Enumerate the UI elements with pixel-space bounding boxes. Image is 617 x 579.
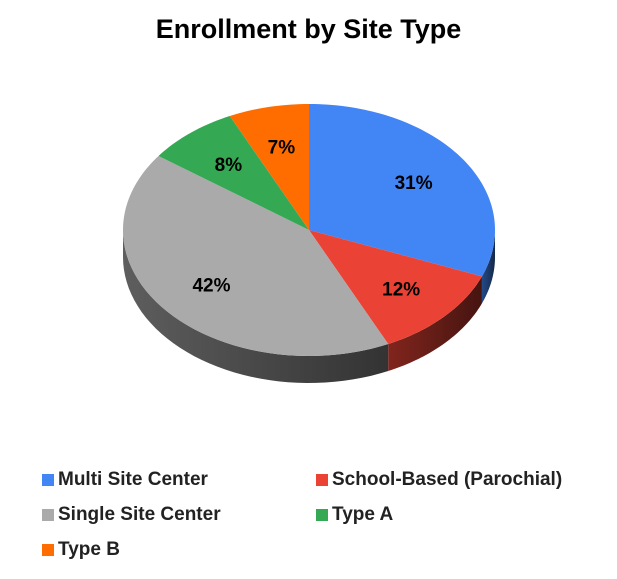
pie-slice-school-based-parochial-[interactable] xyxy=(309,230,482,345)
pie-slice-multi-site-center[interactable] xyxy=(309,104,495,277)
legend-label: Type B xyxy=(58,539,120,560)
legend-swatch xyxy=(42,474,54,486)
pie-top-layer xyxy=(123,104,495,356)
chart-title: Enrollment by Site Type xyxy=(155,14,462,44)
legend-swatch xyxy=(316,509,328,521)
pie-side-multi-site-center xyxy=(481,230,495,304)
legend-label: Multi Site Center xyxy=(58,469,208,490)
legend-label: Single Site Center xyxy=(58,504,221,525)
pie-depth-layer xyxy=(123,230,495,383)
slice-percent-label: 42% xyxy=(192,276,230,297)
slice-percent-label: 31% xyxy=(395,173,433,194)
legend-item[interactable]: Multi Site Center xyxy=(42,468,316,492)
slice-percent-label: 7% xyxy=(268,137,296,158)
chart-legend: Multi Site Center School-Based (Parochial… xyxy=(42,468,602,562)
pie-slice-single-site-center[interactable] xyxy=(123,155,389,356)
slice-percent-label: 8% xyxy=(215,155,243,176)
legend-item[interactable]: Type A xyxy=(316,503,586,527)
legend-item[interactable]: School-Based (Parochial) xyxy=(316,468,586,492)
legend-swatch xyxy=(42,544,54,556)
legend-label: Type A xyxy=(332,504,394,525)
pie-side-school-based-parochial- xyxy=(388,276,482,372)
pie-slice-type-b[interactable] xyxy=(229,104,309,230)
pie-side-single-site-center xyxy=(123,230,389,383)
slice-percent-label: 12% xyxy=(382,280,420,301)
pie-slice-type-a[interactable] xyxy=(158,115,309,230)
legend-swatch xyxy=(316,474,328,486)
legend-item[interactable]: Type B xyxy=(42,538,316,562)
legend-swatch xyxy=(42,509,54,521)
legend-item[interactable]: Single Site Center xyxy=(42,503,316,527)
legend-label: School-Based (Parochial) xyxy=(332,469,563,490)
pie-labels-layer: 31% 12% 42% 8% 7% xyxy=(192,137,432,300)
